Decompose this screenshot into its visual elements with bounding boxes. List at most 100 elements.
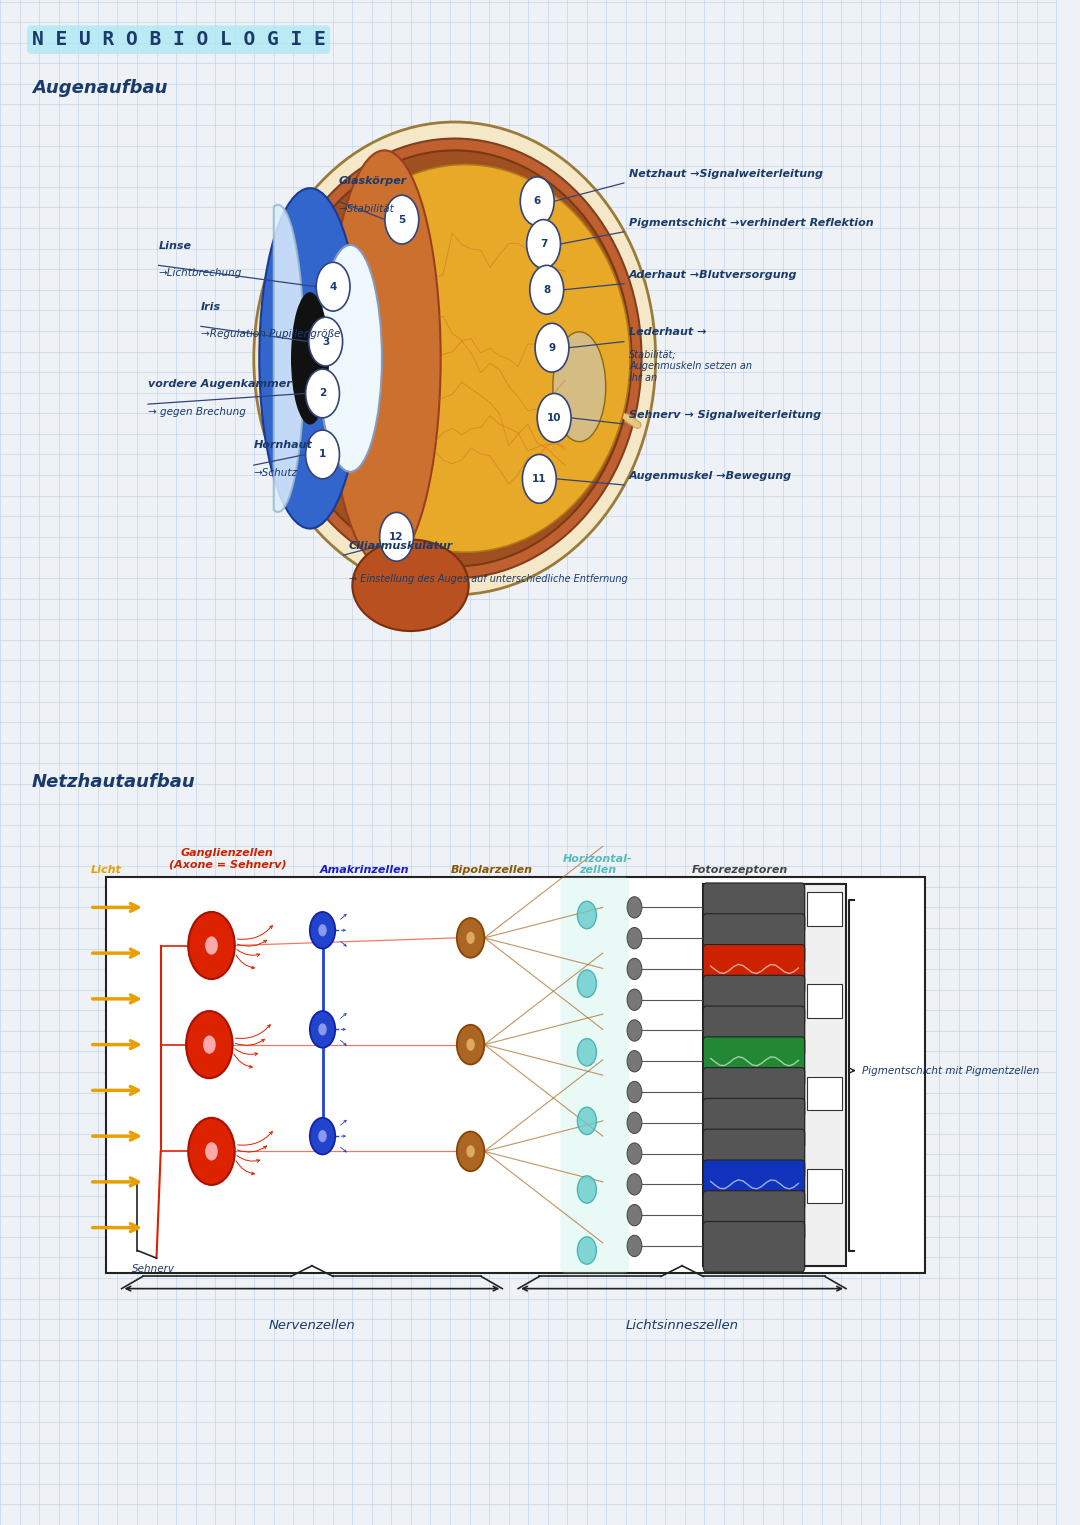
Text: 2: 2 [319, 389, 326, 398]
Text: →Regulation Pupillengröße: →Regulation Pupillengröße [201, 329, 340, 339]
Text: 9: 9 [549, 343, 555, 352]
Text: Augenmuskel →Bewegung: Augenmuskel →Bewegung [630, 471, 793, 480]
FancyBboxPatch shape [807, 892, 841, 926]
Text: Bipolarzellen: Bipolarzellen [450, 865, 532, 875]
Text: Pigmentschicht mit Pigmentzellen: Pigmentschicht mit Pigmentzellen [862, 1066, 1039, 1075]
FancyBboxPatch shape [703, 1098, 805, 1148]
Circle shape [537, 393, 571, 442]
FancyBboxPatch shape [703, 944, 805, 994]
Text: vordere Augenkammer: vordere Augenkammer [148, 380, 292, 389]
Text: N E U R O B I O L O G I E: N E U R O B I O L O G I E [31, 30, 325, 49]
Text: → gegen Brechung: → gegen Brechung [148, 407, 246, 416]
Text: Aderhaut →Blutversorgung: Aderhaut →Blutversorgung [630, 270, 798, 279]
Text: Lederhaut →: Lederhaut → [630, 328, 706, 337]
Ellipse shape [254, 122, 656, 595]
Text: Sehnerv: Sehnerv [132, 1264, 175, 1273]
FancyBboxPatch shape [703, 1128, 805, 1179]
Text: Fotorezeptoren: Fotorezeptoren [692, 865, 788, 875]
Text: 1: 1 [319, 450, 326, 459]
Circle shape [530, 265, 564, 314]
Ellipse shape [352, 540, 469, 631]
Circle shape [306, 369, 339, 418]
Text: → Einstellung des Auges auf unterschiedliche Entfernung: → Einstellung des Auges auf unterschiedl… [349, 575, 627, 584]
Ellipse shape [268, 139, 642, 578]
Circle shape [205, 936, 218, 955]
FancyBboxPatch shape [804, 884, 846, 1266]
Text: 3: 3 [322, 337, 329, 346]
Circle shape [627, 1205, 642, 1226]
Circle shape [627, 1020, 642, 1042]
Circle shape [188, 1118, 234, 1185]
Text: Hornhaut: Hornhaut [254, 441, 313, 450]
Circle shape [319, 1023, 327, 1035]
Text: Augenaufbau: Augenaufbau [31, 79, 167, 98]
Text: 5: 5 [399, 215, 405, 224]
Ellipse shape [291, 293, 329, 424]
Text: Lichtsinneszellen: Lichtsinneszellen [625, 1319, 739, 1333]
Circle shape [310, 912, 335, 949]
FancyBboxPatch shape [703, 1037, 805, 1087]
Circle shape [627, 990, 642, 1011]
Circle shape [535, 323, 569, 372]
Circle shape [527, 220, 561, 268]
Text: Stabilität;
Augenmuskeln setzen an
ihr an: Stabilität; Augenmuskeln setzen an ihr a… [630, 349, 752, 383]
Circle shape [309, 317, 342, 366]
FancyBboxPatch shape [561, 877, 630, 1273]
Text: Linse: Linse [159, 241, 191, 250]
Text: →Schutz: →Schutz [254, 468, 298, 477]
Circle shape [467, 1039, 475, 1051]
Ellipse shape [328, 151, 441, 566]
Circle shape [627, 1235, 642, 1257]
Ellipse shape [300, 165, 630, 552]
Circle shape [627, 958, 642, 979]
Circle shape [467, 1145, 475, 1157]
Circle shape [384, 195, 419, 244]
Circle shape [627, 1174, 642, 1196]
Circle shape [457, 1132, 484, 1171]
Ellipse shape [553, 332, 606, 442]
Circle shape [627, 1051, 642, 1072]
Ellipse shape [319, 246, 382, 471]
Text: Glaskörper: Glaskörper [338, 177, 407, 186]
Circle shape [188, 912, 234, 979]
FancyBboxPatch shape [703, 884, 840, 1266]
FancyBboxPatch shape [703, 1222, 805, 1272]
Text: Nervenzellen: Nervenzellen [269, 1319, 355, 1333]
Circle shape [521, 177, 554, 226]
FancyBboxPatch shape [703, 1161, 805, 1211]
FancyBboxPatch shape [703, 1068, 805, 1118]
Text: Amakrinzellen: Amakrinzellen [320, 865, 409, 875]
Circle shape [319, 924, 327, 936]
Text: Pigmentschicht →verhindert Reflektion: Pigmentschicht →verhindert Reflektion [630, 218, 874, 227]
FancyBboxPatch shape [703, 976, 805, 1026]
Circle shape [578, 970, 596, 997]
Circle shape [627, 1081, 642, 1103]
Circle shape [627, 1112, 642, 1133]
Circle shape [319, 1130, 327, 1142]
Circle shape [203, 1035, 216, 1054]
FancyBboxPatch shape [106, 877, 926, 1273]
FancyBboxPatch shape [703, 913, 805, 964]
FancyBboxPatch shape [703, 883, 805, 933]
Text: Ganglienzellen
(Axone = Sehnerv): Ganglienzellen (Axone = Sehnerv) [168, 848, 286, 869]
Circle shape [578, 1039, 596, 1066]
Circle shape [578, 1107, 596, 1135]
Text: Sehnerv → Signalweiterleitung: Sehnerv → Signalweiterleitung [630, 410, 821, 419]
Text: →Stabilität: →Stabilität [338, 204, 394, 214]
Text: Ciliarmuskulatur: Ciliarmuskulatur [349, 541, 454, 551]
Circle shape [310, 1011, 335, 1048]
FancyBboxPatch shape [807, 985, 841, 1019]
Text: 8: 8 [543, 285, 551, 294]
FancyBboxPatch shape [807, 1170, 841, 1203]
Text: →Lichtbrechung: →Lichtbrechung [159, 268, 242, 278]
Circle shape [627, 927, 642, 949]
Text: Licht: Licht [91, 865, 121, 875]
Ellipse shape [278, 151, 632, 566]
Text: 10: 10 [546, 413, 562, 422]
Circle shape [627, 897, 642, 918]
Circle shape [457, 918, 484, 958]
Circle shape [578, 1237, 596, 1264]
Text: Netzhaut →Signalweiterleitung: Netzhaut →Signalweiterleitung [630, 169, 823, 178]
Circle shape [457, 1025, 484, 1064]
Circle shape [205, 1142, 218, 1161]
